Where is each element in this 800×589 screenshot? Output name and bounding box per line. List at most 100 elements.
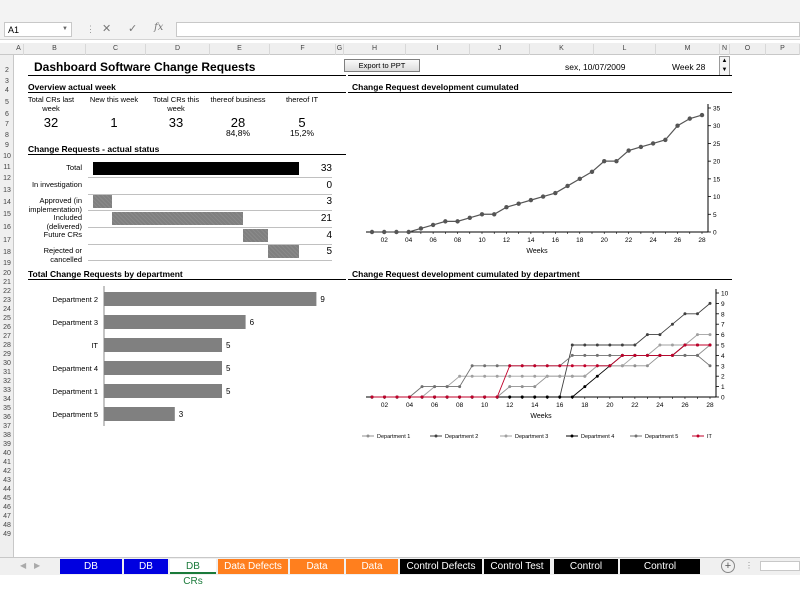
column-header[interactable]: D (146, 44, 210, 55)
tab-control-test[interactable]: Control Test (484, 559, 550, 574)
row-header[interactable]: 18 (3, 249, 11, 256)
row-header[interactable]: 16 (3, 224, 11, 231)
row-header[interactable]: 25 (3, 315, 11, 322)
legend-label: Department 4 (581, 434, 614, 440)
tab-control-crs[interactable]: Control CRs (554, 559, 618, 587)
row-header[interactable]: 23 (3, 297, 11, 304)
data-point (458, 385, 462, 389)
row-header[interactable]: 10 (3, 153, 11, 160)
column-header[interactable]: E (210, 44, 270, 55)
fx-icon[interactable]: fx (154, 22, 164, 33)
row-header[interactable]: 40 (3, 450, 11, 457)
row-header[interactable]: 13 (3, 187, 11, 194)
bar-value-label: 9 (320, 295, 325, 304)
week-spinner[interactable]: ▲ ▼ (719, 56, 730, 76)
row-header[interactable]: 19 (3, 260, 11, 267)
column-header[interactable]: H (344, 44, 406, 55)
tab-data-defects[interactable]: Data Defects (218, 559, 288, 574)
column-header[interactable]: I (406, 44, 470, 55)
row-header[interactable]: 37 (3, 423, 11, 430)
column-header[interactable]: N (720, 44, 730, 55)
row-header[interactable]: 3 (5, 78, 9, 85)
row-header[interactable]: 14 (3, 199, 11, 206)
row-header[interactable]: 22 (3, 288, 11, 295)
row-header[interactable]: 29 (3, 351, 11, 358)
tab-db-crs[interactable]: DB CRs (170, 559, 216, 587)
enter-icon[interactable]: ✓ (128, 23, 138, 35)
horizontal-scrollbar[interactable] (760, 561, 800, 571)
row-header[interactable]: 27 (3, 333, 11, 340)
row-header[interactable]: 15 (3, 211, 11, 218)
row-header[interactable]: 11 (3, 164, 11, 171)
row-header[interactable]: 31 (3, 369, 11, 376)
row-header[interactable]: 24 (3, 306, 11, 313)
cancel-icon[interactable]: ✕ (102, 23, 112, 35)
tab-data-crs[interactable]: Data CRs (346, 559, 398, 587)
formula-input[interactable] (176, 22, 800, 37)
row-header[interactable]: 47 (3, 513, 11, 520)
column-header[interactable]: P (766, 44, 800, 55)
row-header[interactable]: 8 (5, 132, 9, 139)
tab-db-defects[interactable]: DB Defects (60, 559, 122, 587)
row-header[interactable]: 4 (5, 87, 9, 94)
row-header[interactable]: 35 (3, 405, 11, 412)
column-header[interactable]: M (656, 44, 720, 55)
tab-control-general[interactable]: Control General (620, 559, 700, 587)
row-header[interactable]: 2 (5, 67, 9, 74)
row-header[interactable]: 9 (5, 142, 9, 149)
spinner-down-icon[interactable]: ▼ (721, 67, 728, 73)
tab-db-test[interactable]: DB Test (124, 559, 168, 587)
row-header[interactable]: 44 (3, 486, 11, 493)
data-point (675, 123, 680, 128)
row-header[interactable]: 48 (3, 522, 11, 529)
column-header[interactable]: B (24, 44, 86, 55)
row-header[interactable]: 7 (5, 121, 9, 128)
export-to-ppt-button[interactable]: Export to PPT (344, 59, 420, 72)
x-tick-label: 18 (576, 237, 584, 244)
column-header[interactable]: G (336, 44, 344, 55)
add-sheet-icon[interactable]: + (721, 559, 735, 573)
row-header[interactable]: 12 (3, 175, 11, 182)
column-header[interactable]: K (530, 44, 594, 55)
row-header[interactable]: 36 (3, 414, 11, 421)
row-header[interactable]: 5 (5, 99, 9, 106)
row-header[interactable]: 28 (3, 342, 11, 349)
tab-control-defects[interactable]: Control Defects (400, 559, 482, 574)
column-header[interactable]: O (730, 44, 766, 55)
column-header[interactable]: C (86, 44, 146, 55)
data-point (495, 374, 499, 378)
spinner-up-icon[interactable]: ▲ (721, 58, 728, 64)
row-header[interactable]: 45 (3, 495, 11, 502)
row-header[interactable]: 38 (3, 432, 11, 439)
row-header[interactable]: 21 (3, 279, 11, 286)
name-box[interactable]: A1 ▼ (4, 22, 72, 37)
chevron-down-icon[interactable]: ▼ (62, 26, 68, 32)
row-header[interactable]: 42 (3, 468, 11, 475)
row-header[interactable]: 32 (3, 378, 11, 385)
status-value: 33 (320, 163, 332, 174)
row-header[interactable]: 34 (3, 396, 11, 403)
row-header[interactable]: 41 (3, 459, 11, 466)
row-header[interactable]: 46 (3, 504, 11, 511)
data-point (695, 312, 699, 316)
tab-scroll-right-icon[interactable]: ▶ (34, 561, 41, 570)
x-tick-label: 08 (454, 237, 462, 244)
row-header[interactable]: 43 (3, 477, 11, 484)
status-row-divider (88, 177, 332, 178)
row-header[interactable]: 33 (3, 387, 11, 394)
column-header[interactable]: A (14, 44, 24, 55)
row-header[interactable]: 30 (3, 360, 11, 367)
row-header[interactable]: 49 (3, 531, 11, 538)
tab-scroll-left-icon[interactable]: ◀ (20, 561, 27, 570)
column-header[interactable]: F (270, 44, 336, 55)
row-header[interactable]: 17 (3, 237, 11, 244)
row-headers: 2 3 4 5 6 7 8 9 10 11 12 13 14 15 16 17 18 19 20 21 22 23 24 25… (0, 55, 14, 563)
column-header[interactable]: J (470, 44, 530, 55)
row-header[interactable]: 39 (3, 441, 11, 448)
row-header[interactable]: 6 (5, 111, 9, 118)
row-header[interactable]: 20 (3, 270, 11, 277)
row-header[interactable]: 26 (3, 324, 11, 331)
data-point (520, 395, 524, 399)
column-header[interactable]: L (594, 44, 656, 55)
tab-data-test[interactable]: Data Test (290, 559, 344, 587)
